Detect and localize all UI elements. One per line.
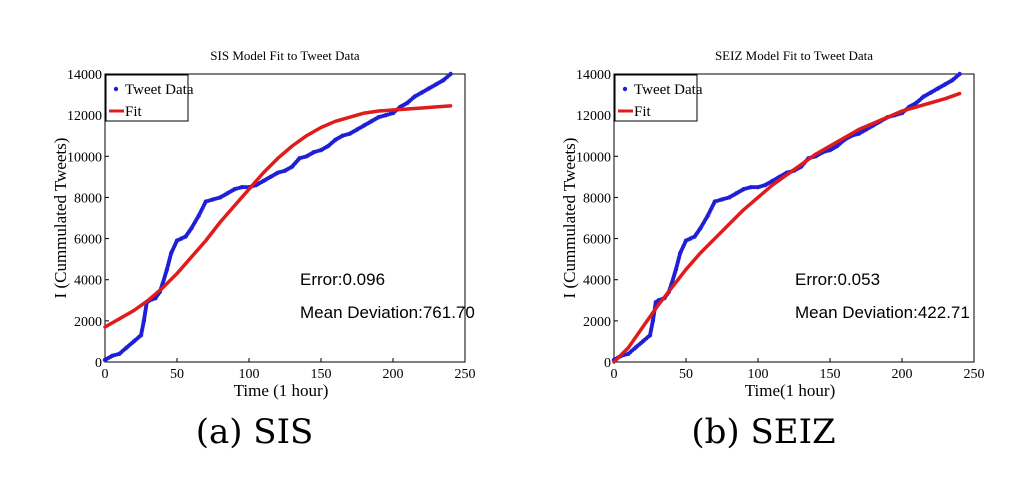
x-tick-label: 200	[892, 367, 913, 382]
y-tick-label: 12000	[576, 109, 611, 124]
y-tick-label: 4000	[74, 274, 102, 289]
y-tick-label: 14000	[67, 68, 102, 83]
x-tick-label: 0	[102, 367, 109, 382]
y-axis-label: I (Cummulated Tweets)	[51, 138, 70, 299]
x-tick-label: 100	[239, 367, 260, 382]
legend-marker-tweet-data	[622, 86, 628, 92]
x-tick-label: 50	[170, 367, 184, 382]
series-fit-line	[103, 104, 453, 329]
legend-box	[614, 74, 698, 122]
panel-seiz: SEIZ Model Fit to Tweet Data 0 50 100 150 200…	[509, 0, 1018, 482]
legend-box	[105, 74, 189, 122]
caption-seiz: (b) SEIZ	[691, 412, 836, 452]
y-axis-label: I (Cummulated Tweets)	[560, 138, 579, 299]
series-tweet-data	[102, 71, 453, 363]
legend-label-tweet-data: Tweet Data	[125, 82, 194, 98]
chart-seiz: SEIZ Model Fit to Tweet Data 0 50 100 150 200…	[560, 48, 985, 400]
annotation-mean-deviation: Mean Deviation:422.71	[795, 303, 970, 322]
annotation-error: Error:0.096	[300, 270, 385, 289]
plot-frame	[613, 73, 975, 363]
legend: Tweet Data Fit	[105, 74, 194, 122]
y-tick-label: 0	[95, 356, 102, 371]
x-tick-label: 250	[964, 367, 985, 382]
data-point	[448, 71, 453, 77]
x-tick-label: 200	[383, 367, 404, 382]
y-tick-label: 14000	[576, 68, 611, 83]
y-tick-label: 10000	[576, 150, 611, 165]
panel-sis: SIS Model Fit to Tweet Data 0 50 100 150 200 2…	[51, 48, 476, 452]
y-tick-label: 10000	[67, 150, 102, 165]
y-tick-label: 6000	[74, 233, 102, 248]
annotation-mean-deviation: Mean Deviation:761.70	[300, 303, 475, 322]
legend: Tweet Data Fit	[614, 74, 703, 122]
series-fit-line	[612, 91, 962, 364]
y-tick-label: 2000	[74, 315, 102, 330]
x-tick-label: 50	[679, 367, 693, 382]
y-tick-label: 0	[604, 356, 611, 371]
y-tick-label: 4000	[583, 274, 611, 289]
legend-marker-tweet-data	[113, 86, 119, 92]
x-tick-label: 0	[611, 367, 618, 382]
chart-sis: SIS Model Fit to Tweet Data 0 50 100 150 200 2…	[51, 48, 476, 400]
legend-label-fit: Fit	[125, 104, 143, 120]
annotation-error: Error:0.053	[795, 270, 880, 289]
x-tick-label: 250	[455, 367, 476, 382]
y-tick-label: 2000	[583, 315, 611, 330]
plot-frame	[104, 73, 466, 363]
legend-label-tweet-data: Tweet Data	[634, 82, 703, 98]
y-tick-label: 8000	[74, 191, 102, 206]
y-tick-label: 12000	[67, 109, 102, 124]
x-tick-label: 150	[820, 367, 841, 382]
x-axis-label: Time (1 hour)	[234, 381, 329, 400]
y-tick-label: 6000	[583, 233, 611, 248]
caption-sis: (a) SIS	[195, 412, 314, 452]
data-point	[957, 71, 962, 77]
chart-title: SIS Model Fit to Tweet Data	[210, 48, 360, 63]
x-tick-label: 150	[311, 367, 332, 382]
y-tick-label: 8000	[583, 191, 611, 206]
legend-label-fit: Fit	[634, 104, 652, 120]
x-axis-label: Time(1 hour)	[745, 381, 836, 400]
x-tick-label: 100	[748, 367, 769, 382]
chart-title: SEIZ Model Fit to Tweet Data	[715, 48, 873, 63]
